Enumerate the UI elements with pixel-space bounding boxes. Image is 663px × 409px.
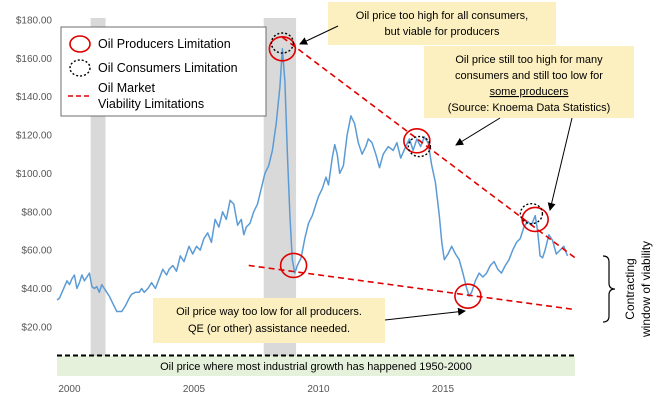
arrow-right-callout-2 [547,117,573,211]
producer-circle-3 [521,206,549,233]
y-tick-label-6: $140.00 [16,92,53,103]
y-tick-label-0: $20.00 [21,322,52,333]
industrial-growth-band-label: Oil price where most industrial growth h… [160,361,472,373]
trend-line-upper [281,36,576,259]
side-label-line2: window of viability [639,241,653,338]
consumer-circle-0 [270,32,295,54]
y-tick-label-2: $60.00 [21,246,52,257]
annotation-box-low [153,298,385,343]
legend-viability-label-line1: Oil Market [98,81,155,95]
x-axis: 2000 2005 2010 2015 [58,384,454,395]
annotation-top-line1: Oil price too high for all consumers, [356,10,528,22]
x-tick-label-0: 2000 [58,384,81,395]
y-tick-label-8: $180.00 [16,16,53,27]
producer-circle-0 [268,35,297,62]
y-tick-label-7: $160.00 [16,54,53,65]
x-tick-label-3: 2015 [432,384,455,395]
y-tick-label-5: $120.00 [16,131,53,142]
arrow-top-callout [299,25,339,45]
legend-producers-symbol [69,35,91,53]
annotation-low-line1: Oil price way too low for all producers. [176,306,362,318]
producer-circle-1 [279,252,308,279]
x-tick-label-1: 2005 [183,384,206,395]
legend-consumers-symbol [69,59,91,77]
y-tick-label-3: $80.00 [21,207,52,218]
annotation-box-right [424,46,634,118]
circle-layer [268,32,549,309]
producer-circle-2 [403,128,431,154]
legend-consumers-label: Oil Consumers Limitation [98,61,238,75]
annotation-right-line4: (Source: Knoema Data Statistics) [448,102,611,114]
annotation-top-line2: but viable for producers [385,26,500,38]
y-axis: $20.00 $40.00 $60.00 $80.00 $100.00 $120.00 $1… [16,16,53,334]
side-label-line1: Contracting [623,258,637,319]
contracting-window-brace [602,255,616,323]
y-tick-label-1: $40.00 [21,284,52,295]
x-tick-label-2: 2010 [307,384,330,395]
legend-viability-label-line2: Viability Limitations [98,97,204,111]
annotation-right-line1: Oil price still too high for many [455,54,603,66]
consumer-circle-2 [519,202,544,225]
legend-box [60,26,267,117]
annotation-low-line2: QE (or other) assistance needed. [188,323,350,335]
series-line-0 [56,48,569,313]
legend-producers-label: Oil Producers Limitation [98,37,231,51]
y-tick-label-4: $100.00 [16,169,53,180]
annotation-box-top [328,2,556,45]
producer-circle-4 [454,283,482,309]
arrow-low-callout [384,307,466,321]
consumer-circle-1 [407,135,432,158]
legend: Oil Producers Limitation Oil Consumers L… [60,26,267,117]
industrial-growth-band [57,356,575,376]
series-layer [56,48,569,313]
annotation-right-line2: consumers and still too low for [455,70,603,82]
arrow-right-callout-1 [455,117,501,146]
annotation-right-line3: some producers [490,86,569,98]
